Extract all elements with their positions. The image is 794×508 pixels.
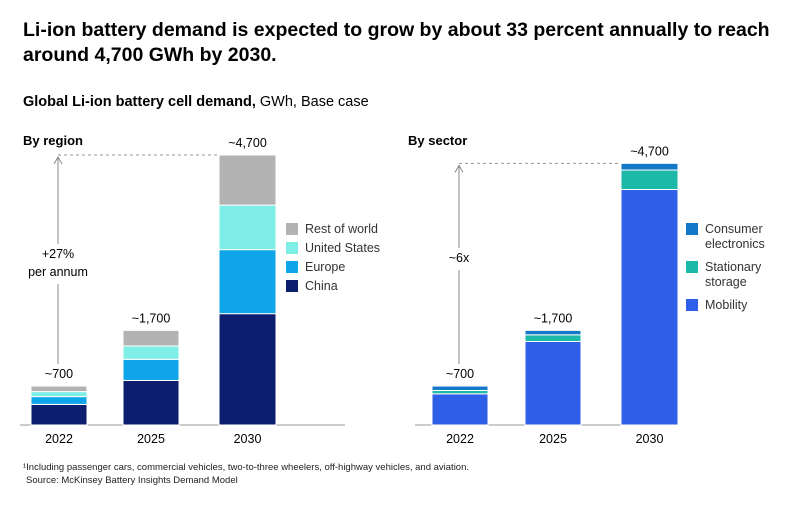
sector-tick-label: 2025 bbox=[539, 432, 567, 446]
subtitle-bold: Global Li-ion battery cell demand, bbox=[23, 94, 256, 110]
sector-bar-2030-mobility bbox=[620, 189, 679, 426]
sector-bar-2022-mobility bbox=[431, 393, 489, 426]
sector-bar-2022-consumer-electronics bbox=[431, 385, 489, 391]
sector-bar-2025-stationary-storage bbox=[524, 334, 582, 342]
sector-legend-label: Consumer bbox=[705, 222, 763, 236]
region-bar-2022-europe bbox=[30, 396, 88, 405]
region-legend-label: China bbox=[305, 279, 338, 293]
region-tick-label: 2025 bbox=[137, 432, 165, 446]
region-legend-swatch bbox=[286, 261, 298, 273]
sector-tick-label: 2030 bbox=[636, 432, 664, 446]
sector-tick-label: 2022 bbox=[446, 432, 474, 446]
sector-growth-arrow-head bbox=[454, 164, 464, 173]
region-bar-2025-united-states bbox=[122, 345, 180, 360]
sector-total-label: ~700 bbox=[446, 367, 474, 381]
sector-bar-2025-consumer-electronics bbox=[524, 329, 582, 336]
sector-legend-swatch bbox=[686, 299, 698, 311]
region-growth-annotation: per annum bbox=[28, 265, 88, 279]
region-bar-2030-rest-of-world bbox=[218, 154, 277, 206]
region-bar-2030-china bbox=[218, 313, 277, 426]
sector-legend-label: storage bbox=[705, 275, 747, 289]
region-legend-label: United States bbox=[305, 241, 380, 255]
region-bar-2025-china bbox=[122, 379, 180, 426]
sector-bar-2022-stationary-storage bbox=[431, 389, 489, 395]
sector-legend-label: Stationary bbox=[705, 260, 762, 274]
sector-total-label: ~1,700 bbox=[534, 311, 573, 325]
region-legend-swatch bbox=[286, 223, 298, 235]
region-bar-2022-rest-of-world bbox=[30, 385, 88, 393]
region-growth-arrow-head bbox=[53, 155, 63, 165]
region-total-label: ~1,700 bbox=[132, 311, 171, 325]
sector-bar-2030-consumer-electronics bbox=[620, 162, 679, 171]
region-panel-title: By region bbox=[23, 133, 83, 148]
region-legend-label: Rest of world bbox=[305, 222, 378, 236]
sector-bar-2030-stationary-storage bbox=[620, 169, 679, 191]
region-total-label: ~700 bbox=[45, 367, 73, 381]
footnote: ¹Including passenger cars, commercial ve… bbox=[23, 462, 470, 473]
region-total-label: ~4,700 bbox=[228, 136, 267, 150]
source-note: Source: McKinsey Battery Insights Demand… bbox=[26, 475, 238, 486]
region-tick-label: 2030 bbox=[234, 432, 262, 446]
sector-legend-swatch bbox=[686, 223, 698, 235]
region-bar-2025-rest-of-world bbox=[122, 329, 180, 347]
region-bar-2022-united-states bbox=[30, 391, 88, 398]
region-bar-2025-europe bbox=[122, 358, 180, 381]
sector-bar-2025-mobility bbox=[524, 340, 582, 426]
region-bar-2030-united-states bbox=[218, 204, 277, 251]
sector-total-label: ~4,700 bbox=[630, 144, 669, 158]
chart-title: Li-ion battery demand is expected to gro… bbox=[23, 19, 770, 66]
region-growth-annotation: +27% bbox=[42, 247, 74, 261]
region-legend-swatch bbox=[286, 280, 298, 292]
subtitle-units: GWh, Base case bbox=[255, 94, 369, 110]
region-legend-swatch bbox=[286, 242, 298, 254]
sector-panel-title: By sector bbox=[408, 133, 467, 148]
region-bar-2030-europe bbox=[218, 249, 277, 315]
sector-legend-swatch bbox=[686, 261, 698, 273]
region-tick-label: 2022 bbox=[45, 432, 73, 446]
chart-subtitle: Global Li-ion battery cell demand, GWh, … bbox=[23, 94, 369, 110]
region-legend-label: Europe bbox=[305, 260, 345, 274]
region-bar-2022-china bbox=[30, 403, 88, 426]
sector-legend-label: electronics bbox=[705, 237, 765, 251]
sector-legend-label: Mobility bbox=[705, 298, 748, 312]
sector-growth-annotation: ~6x bbox=[449, 251, 470, 265]
